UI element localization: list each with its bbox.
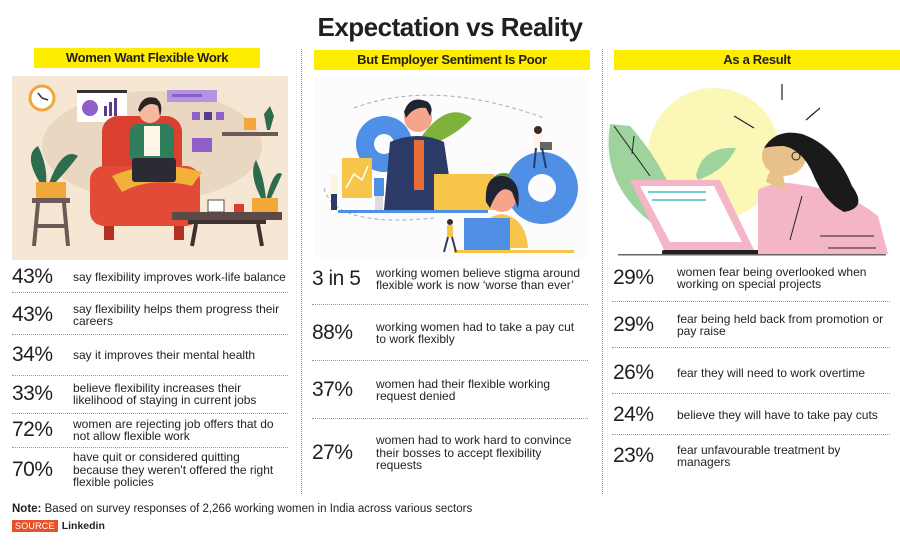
stat-row: 29% fear being held back from promotion … [613, 310, 893, 340]
stat-text: working women had to take a pay cut to w… [376, 319, 575, 346]
stat-text: working women believe stigma around flex… [376, 265, 581, 292]
stat-row: 43% say flexibility helps them progress … [12, 298, 292, 332]
stat-row: 27% women had to work hard to convince t… [312, 433, 592, 473]
stat-text: fear they will need to work overtime [677, 365, 866, 380]
row-separator [312, 360, 588, 361]
stat-text: women had to work hard to convince their… [376, 433, 572, 473]
stat-text: believe flexibility increases their like… [73, 380, 257, 407]
stat-value: 43% [12, 265, 53, 288]
stat-row: 3 in 5 working women believe stigma arou… [312, 262, 592, 296]
stat-row: 33% believe flexibility increases their … [12, 378, 292, 410]
row-separator [312, 418, 588, 419]
stat-text: believe they will have to take pay cuts [677, 407, 878, 422]
stat-text: say flexibility helps them progress thei… [73, 301, 280, 328]
stat-row: 24% believe they will have to take pay c… [613, 402, 893, 428]
stat-text: fear being held back from promotion or p… [677, 311, 884, 338]
stat-text: women are rejecting job offers that do n… [73, 416, 274, 443]
stat-value: 37% [312, 378, 353, 401]
row-separator [12, 375, 288, 376]
stat-text: say it improves their mental health [73, 347, 256, 362]
illustration-stressed-woman [606, 76, 890, 258]
stat-text: fear unfavourable treatment by managers [677, 442, 841, 469]
stat-value: 26% [613, 361, 654, 384]
stat-value: 43% [12, 303, 53, 326]
stat-value: 29% [613, 313, 654, 336]
stat-value: 24% [613, 403, 654, 426]
row-separator [612, 393, 890, 394]
stat-value: 88% [312, 321, 353, 344]
source-line: SOURCE Linkedin [12, 520, 105, 532]
row-separator [312, 304, 588, 305]
source-badge: SOURCE [12, 520, 58, 532]
stat-row: 43% say flexibility improves work-life b… [12, 265, 292, 289]
stat-row: 23% fear unfavourable treatment by manag… [613, 441, 893, 471]
stat-value: 33% [12, 382, 53, 405]
note-text: Based on survey responses of 2,266 worki… [44, 503, 473, 515]
stat-value: 70% [12, 458, 53, 481]
infographic-title: Expectation vs Reality [317, 12, 584, 42]
row-separator [612, 347, 890, 348]
stat-value: 29% [613, 266, 654, 289]
illustration-office-team [314, 78, 588, 258]
stat-text: have quit or considered quitting because… [73, 450, 274, 490]
column-divider [602, 49, 603, 494]
source-value: Linkedin [61, 520, 105, 532]
stat-value: 72% [12, 418, 53, 441]
column-header-as-a-result: As a Result [614, 50, 900, 70]
column-header-employer-sentiment: But Employer Sentiment Is Poor [314, 50, 590, 70]
column-header-women-want: Women Want Flexible Work [34, 48, 260, 68]
footnote: Note: Based on survey responses of 2,266… [12, 503, 472, 515]
stat-row: 72% women are rejecting job offers that … [12, 415, 292, 445]
stat-value: 34% [12, 343, 53, 366]
row-separator [12, 413, 288, 414]
stat-text: women fear being overlooked when working… [677, 264, 867, 291]
stat-row: 26% fear they will need to work overtime [613, 360, 893, 386]
row-separator [12, 334, 288, 335]
stat-row: 37% women had their flexible working req… [312, 373, 592, 407]
row-separator [12, 292, 288, 293]
note-label: Note: [12, 503, 42, 515]
stat-row: 29% women fear being overlooked when wor… [613, 263, 893, 293]
stat-value: 23% [613, 444, 654, 467]
row-separator [612, 434, 890, 435]
stat-text: women had their flexible working request… [376, 376, 551, 403]
column-divider [301, 49, 302, 494]
stat-text: say flexibility improves work-life balan… [73, 269, 286, 284]
row-separator [12, 447, 288, 448]
stat-row: 88% working women had to take a pay cut … [312, 316, 592, 350]
stat-row: 34% say it improves their mental health [12, 340, 292, 370]
stat-value: 3 in 5 [312, 267, 361, 290]
row-separator [612, 301, 890, 302]
stat-row: 70% have quit or considered quitting bec… [12, 449, 292, 491]
illustration-work-from-home [12, 76, 288, 260]
stat-value: 27% [312, 441, 353, 464]
